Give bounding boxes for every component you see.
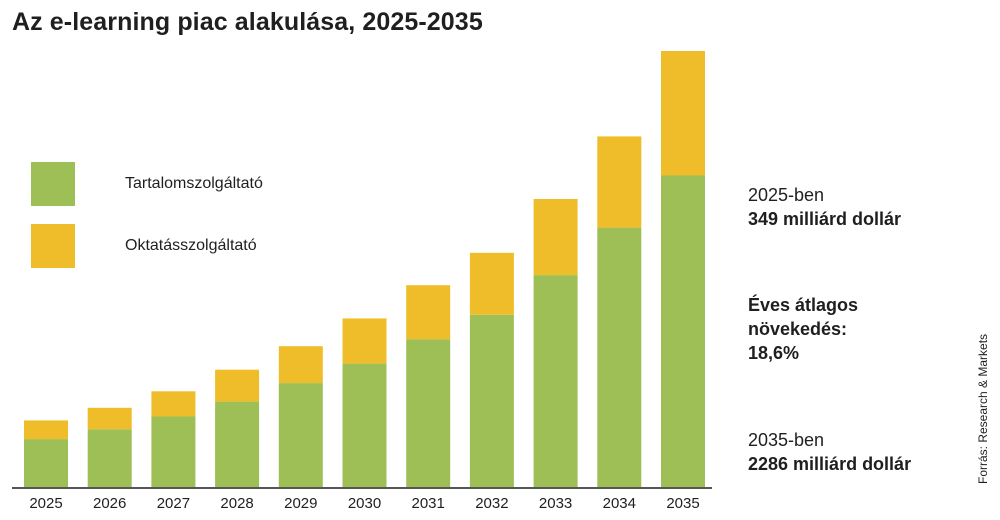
bar-2030-education-provider	[342, 318, 387, 364]
legend-label-education-provider: Oktatásszolgáltató	[125, 237, 257, 254]
bar-2033-content-provider	[533, 275, 578, 487]
x-tick-label-2032: 2032	[475, 495, 508, 512]
note-end: 2035-ben 2286 milliárd dollár	[748, 428, 911, 476]
bar-2030-content-provider	[342, 363, 387, 487]
note-start: 2025-ben 349 milliárd dollár	[748, 183, 901, 231]
note-growth: Éves átlagos növekedés: 18,6%	[748, 293, 918, 365]
legend-item-content-provider: Tartalomszolgáltató	[31, 162, 263, 206]
note-growth-value: 18,6%	[748, 343, 800, 363]
bar-2035-education-provider	[661, 51, 705, 176]
x-tick-label-2033: 2033	[539, 495, 572, 512]
legend-label-content-provider: Tartalomszolgáltató	[125, 175, 263, 192]
bar-2029-content-provider	[278, 383, 323, 487]
legend-swatch-education-provider	[31, 224, 75, 268]
x-tick-label-2030: 2030	[348, 495, 381, 512]
bar-2031-education-provider	[406, 285, 451, 340]
bar-2029-education-provider	[278, 346, 323, 383]
chart-title: Az e-learning piac alakulása, 2025-2035	[12, 8, 483, 36]
bar-2033-education-provider	[533, 199, 578, 276]
x-tick-label-2031: 2031	[412, 495, 445, 512]
legend-swatch-content-provider	[31, 162, 75, 206]
bar-2028-content-provider	[215, 401, 260, 487]
source-note: Forrás: Research & Markets	[976, 333, 990, 484]
x-tick-label-2027: 2027	[157, 495, 190, 512]
bar-2025-content-provider	[24, 439, 68, 487]
bar-2027-education-provider	[151, 391, 196, 417]
note-growth-line1: Éves átlagos	[748, 295, 859, 315]
bar-2025-education-provider	[24, 420, 68, 440]
bar-2026-education-provider	[87, 407, 132, 430]
bar-2034-education-provider	[597, 136, 642, 228]
bar-2028-education-provider	[215, 369, 260, 402]
note-end-value: 2286 milliárd dollár	[748, 454, 912, 474]
bar-2034-content-provider	[597, 227, 642, 487]
note-end-year: 2035-ben	[748, 430, 825, 450]
x-tick-label-2029: 2029	[284, 495, 317, 512]
note-start-value: 349 milliárd dollár	[748, 209, 902, 229]
x-tick-label-2028: 2028	[220, 495, 253, 512]
x-tick-label-2026: 2026	[93, 495, 126, 512]
x-tick-label-2025: 2025	[29, 495, 62, 512]
bar-2026-content-provider	[87, 429, 132, 487]
note-growth-line2: növekedés:	[748, 319, 848, 339]
x-tick-label-2035: 2035	[666, 495, 699, 512]
legend-item-education-provider: Oktatásszolgáltató	[31, 224, 263, 268]
bar-2032-content-provider	[469, 314, 514, 487]
bar-2031-content-provider	[406, 339, 451, 487]
bar-2035-content-provider	[661, 175, 705, 487]
x-tick-labels: 2025 2026 2027 2028 2029 2030 2031 2032 2033 2034…	[29, 495, 699, 512]
bar-2032-education-provider	[469, 252, 514, 315]
note-start-year: 2025-ben	[748, 185, 825, 205]
x-tick-label-2034: 2034	[603, 495, 636, 512]
bar-2027-content-provider	[151, 416, 196, 487]
bars-group	[24, 51, 705, 487]
legend: Tartalomszolgáltató Oktatásszolgáltató	[31, 162, 263, 286]
